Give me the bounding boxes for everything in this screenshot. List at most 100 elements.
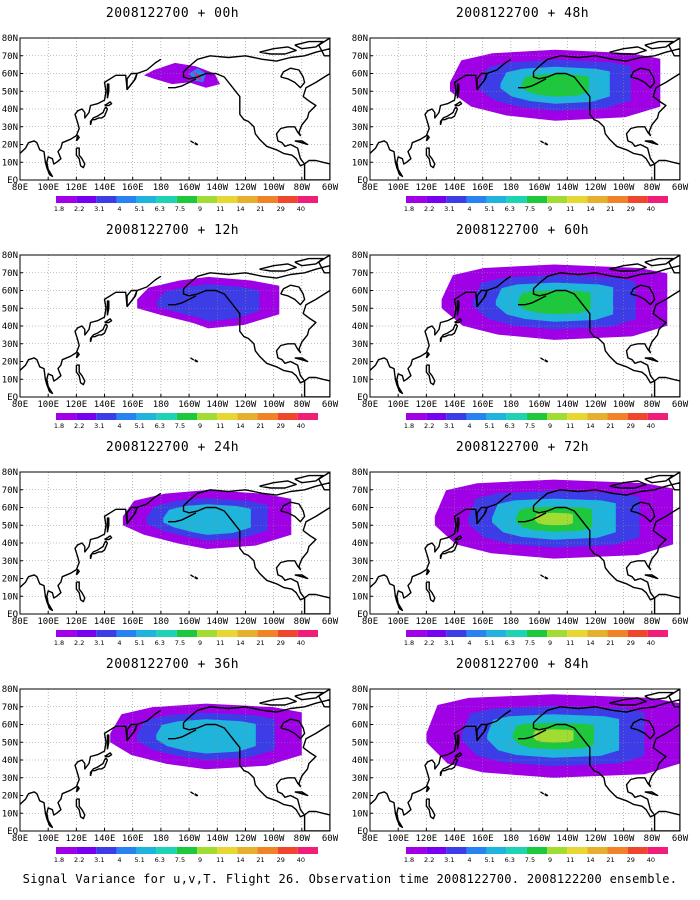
colorbar-label: 7.5 xyxy=(525,205,535,213)
lat-label: 40N xyxy=(352,539,368,549)
lat-label: 20N xyxy=(2,141,18,151)
lon-label: 100E xyxy=(37,400,59,410)
colorbar-swatch xyxy=(406,847,427,854)
colorbar-label: 21 xyxy=(606,422,614,430)
coastline xyxy=(644,791,659,797)
colorbar-label: 3.1 xyxy=(94,856,104,864)
colorbar-label: 1.8 xyxy=(54,422,64,430)
colorbar-swatch xyxy=(547,630,568,637)
variance-contour xyxy=(532,729,574,743)
coastline xyxy=(259,263,297,272)
lon-label: 120E xyxy=(66,400,88,410)
colorbar-label: 40 xyxy=(297,205,305,213)
colorbar-label: 3.1 xyxy=(444,422,454,430)
colorbar-label: 21 xyxy=(256,422,264,430)
lat-label: EQ xyxy=(357,610,368,620)
lat-label: 30N xyxy=(352,123,368,133)
lon-label: 160W xyxy=(528,183,550,193)
lat-label: 50N xyxy=(2,304,18,314)
coastline xyxy=(653,159,680,180)
coastline xyxy=(168,295,197,306)
coastline xyxy=(609,263,647,272)
coastline xyxy=(318,255,330,274)
colorbar-swatch xyxy=(156,630,177,637)
lat-label: 80N xyxy=(2,468,18,478)
variance-contour xyxy=(156,719,256,754)
lon-label: 180 xyxy=(153,617,169,627)
colorbar-label: 7.5 xyxy=(525,422,535,430)
coastline xyxy=(668,689,680,708)
lat-label: EQ xyxy=(7,827,18,837)
lon-label: 160W xyxy=(178,400,200,410)
lon-label: 180 xyxy=(503,617,519,627)
coastline xyxy=(370,275,512,395)
coastline xyxy=(668,38,680,57)
coastline xyxy=(294,474,324,484)
lon-label: 120W xyxy=(585,617,607,627)
lon-label: 100W xyxy=(613,617,635,627)
coastline xyxy=(75,798,86,820)
coastline xyxy=(544,793,549,797)
colorbar-swatch xyxy=(76,630,97,637)
colorbar-swatch xyxy=(116,196,137,203)
lon-label: 80W xyxy=(644,834,661,844)
colorbar-swatch xyxy=(277,196,298,203)
coastline xyxy=(75,351,80,359)
colorbar-swatch xyxy=(607,847,628,854)
coastline xyxy=(425,798,436,820)
lat-label: 30N xyxy=(352,340,368,350)
lon-label: 100W xyxy=(613,183,635,193)
coastline xyxy=(439,323,459,343)
coastline xyxy=(425,568,430,576)
coastline xyxy=(609,46,647,55)
colorbar-swatch xyxy=(257,196,278,203)
lat-label: EQ xyxy=(7,176,18,186)
colorbar-label: 14 xyxy=(586,205,594,213)
colorbar-swatch xyxy=(426,196,447,203)
coastline xyxy=(630,67,656,89)
lon-label: 160E xyxy=(472,400,494,410)
lon-label: 100E xyxy=(37,834,59,844)
lat-label: 20N xyxy=(352,575,368,585)
coastline xyxy=(318,472,330,491)
coastline xyxy=(476,72,488,90)
lat-label: 10N xyxy=(352,809,368,819)
colorbar-swatch xyxy=(446,630,467,637)
lon-label: 80W xyxy=(644,617,661,627)
colorbar-swatch xyxy=(297,630,318,637)
lon-label: 160E xyxy=(472,617,494,627)
coastline xyxy=(75,134,80,142)
lon-label: 160E xyxy=(472,183,494,193)
colorbar-swatch xyxy=(217,196,238,203)
lat-label: 40N xyxy=(352,322,368,332)
lon-label: 80E xyxy=(362,183,378,193)
coastline xyxy=(106,83,110,99)
colorbar-swatch xyxy=(297,847,318,854)
colorbar-swatch xyxy=(217,847,238,854)
lon-label: 60W xyxy=(672,834,689,844)
lat-label: 30N xyxy=(2,340,18,350)
colorbar-label: 40 xyxy=(297,639,305,647)
lon-label: 80E xyxy=(362,834,378,844)
coastline xyxy=(653,810,680,831)
map-panel: 2008122700 + 12h 80N 70N 60N 50N 40N 30N 20N 10N… xyxy=(0,217,345,432)
lat-label: 80N xyxy=(352,468,368,478)
colorbar-swatch xyxy=(486,413,507,420)
colorbar-label: 21 xyxy=(606,856,614,864)
lat-label: 30N xyxy=(352,774,368,784)
colorbar-label: 9 xyxy=(548,639,552,647)
colorbar-swatch xyxy=(156,413,177,420)
colorbar-swatch xyxy=(116,630,137,637)
lat-label: 50N xyxy=(2,521,18,531)
coastline xyxy=(126,289,138,307)
lon-label: 140W xyxy=(556,617,578,627)
lat-label: 20N xyxy=(2,792,18,802)
lon-label: 140E xyxy=(444,400,466,410)
colorbar-label: 14 xyxy=(586,856,594,864)
coastline xyxy=(194,359,199,363)
coastline xyxy=(104,318,113,324)
coastline xyxy=(182,482,330,601)
